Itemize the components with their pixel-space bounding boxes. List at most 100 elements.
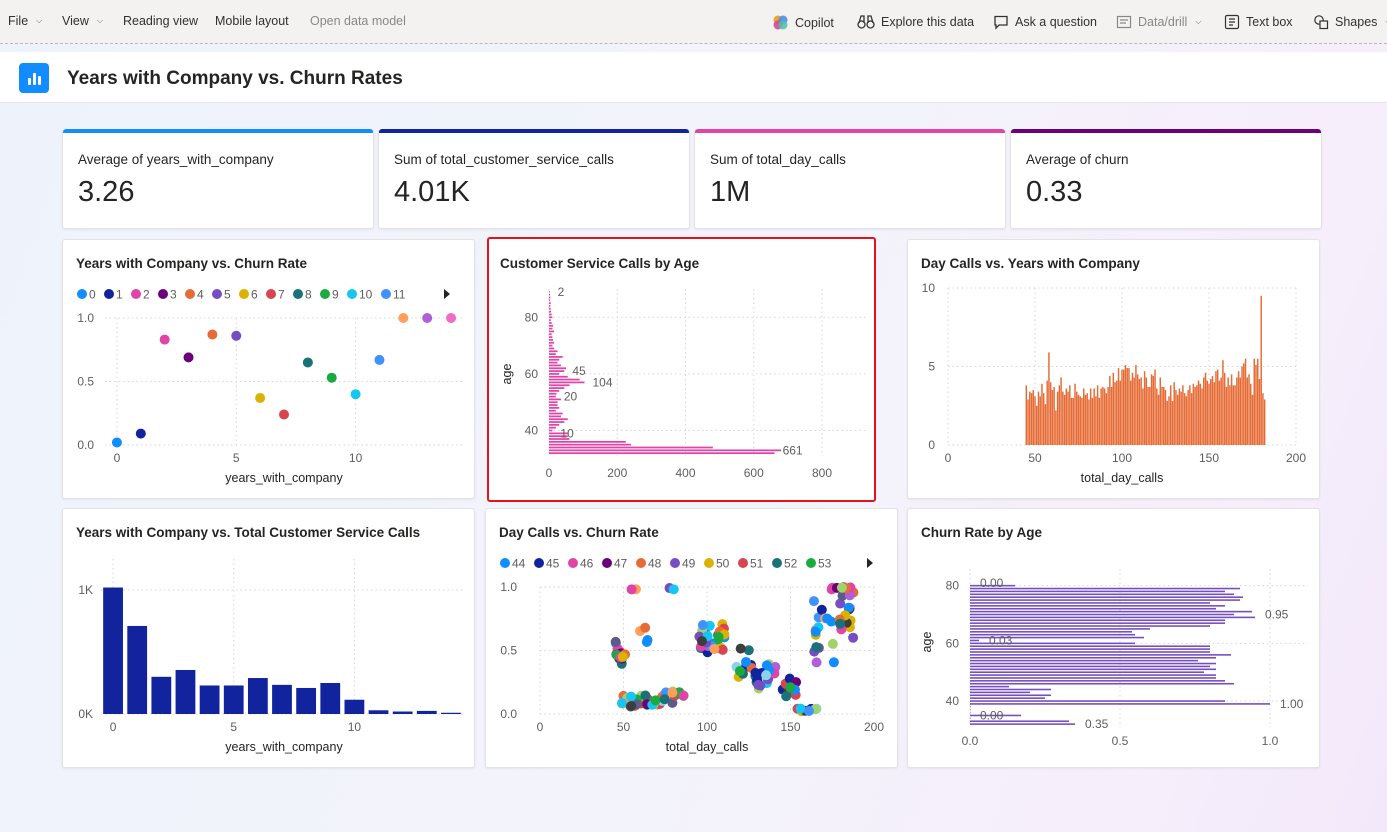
column-chart: 0 50 100 150 200 0 5 10 total_day_calls [922,281,1307,485]
tick-label: 0 [546,466,553,480]
bar [1102,386,1104,445]
bar [970,610,1252,613]
ask-question-button[interactable]: Ask a question [993,14,1097,30]
kpi-card-avg-years[interactable]: Average of years_with_company 3.26 [62,129,374,229]
reading-view-button[interactable]: Reading view [123,14,198,28]
tick-label: 10 [922,281,936,295]
bar [549,415,561,418]
data-point [617,651,628,662]
copilot-button[interactable]: Copilot [772,14,834,31]
bar [1072,397,1075,445]
data-point [828,657,839,668]
chart-years-vs-churn[interactable]: Years with Company vs. Churn Rate 0 1 2 3 4 5… [62,239,475,499]
data-point [135,428,146,439]
bar [1046,380,1048,445]
file-label: File [8,14,29,28]
legend-label: 3 [170,288,177,302]
bar [1256,358,1259,445]
bar [1251,394,1254,445]
bar [1230,374,1233,445]
bar [1166,401,1168,445]
bar [1065,388,1068,445]
bar [1027,399,1029,445]
axis-title: age [500,364,514,385]
shapes-menu[interactable]: Shapes ⌵ [1313,14,1387,30]
kpi-card-sum-day-calls[interactable]: Sum of total_day_calls 1M [694,129,1006,229]
bar-chart-icon [19,63,49,93]
tick-label: 80 [946,579,960,593]
bar [1262,393,1264,445]
explore-data-button[interactable]: Explore this data [857,14,974,30]
data-point [741,656,752,667]
bar [1237,371,1240,445]
bar [1124,364,1127,445]
bar [970,642,1135,645]
legend-label: 0 [89,288,96,302]
axis-title: years_with_company [225,471,343,485]
bar [549,423,560,426]
bar [549,310,552,313]
tick-label: 150 [780,720,800,734]
bar [1039,396,1041,445]
bar [1067,391,1069,445]
tick-label: 10 [349,451,363,465]
data-point [255,393,266,404]
bar [1030,393,1033,445]
data-drill-icon [1116,15,1132,29]
data-drill-menu[interactable]: Data/drill ⌵ [1116,14,1201,30]
legend-label: 48 [648,557,662,571]
view-menu[interactable]: View ⌵ [62,14,103,28]
data-point [822,613,833,624]
bar [1053,386,1055,445]
text-box-button[interactable]: Text box [1224,14,1293,30]
data-point [326,372,337,383]
chart-years-vs-service-calls[interactable]: Years with Company vs. Total Customer Se… [62,508,475,768]
legend-marker [239,289,249,299]
horizontal-bar-chart: 0 200 400 600 800 40 60 80 age 2 45 104 20 10 661 [500,285,867,480]
data-label: 0.35 [1085,717,1109,731]
chevron-down-icon: ⌵ [1195,17,1202,26]
open-data-model-button[interactable]: Open data model [310,14,406,28]
view-label: View [62,14,89,28]
file-menu[interactable]: File ⌵ [8,14,42,28]
text-box-label: Text box [1246,15,1293,29]
mobile-layout-button[interactable]: Mobile layout [215,14,289,28]
tick-label: 100 [697,720,717,734]
bar [1103,388,1106,445]
bar [970,665,1210,668]
data-point [183,352,194,363]
kpi-card-avg-churn[interactable]: Average of churn 0.33 [1010,129,1322,229]
bar [1062,391,1064,445]
chart-service-calls-by-age[interactable]: Customer Service Calls by Age 0 200 400 600… [487,237,876,502]
data-label: 1.00 [1280,697,1304,711]
data-point [837,590,848,601]
reading-view-label: Reading view [123,14,199,28]
copilot-icon [773,15,788,30]
bar [549,381,585,384]
bar [1079,396,1081,445]
bar [1169,385,1172,445]
bar [1044,404,1047,445]
tick-label: 10 [348,720,362,734]
bar [1110,386,1113,445]
bar [1095,396,1097,445]
bar [970,668,1216,671]
bar [1123,369,1125,445]
legend-next-arrow-icon [444,289,450,299]
kpi-card-sum-service-calls[interactable]: Sum of total_customer_service_calls 4.01… [378,129,690,229]
axis-title: total_day_calls [1081,471,1164,485]
chart-churn-by-age[interactable]: Churn Rate by Age 0.0 0.5 1.0 40 60 80 age 0.00… [907,508,1320,768]
kpi-accent-bar [63,129,373,133]
legend-label: 44 [512,557,526,571]
chart-day-calls-vs-years[interactable]: Day Calls vs. Years with Company 0 50 100 1… [907,239,1320,499]
axis-title: total_day_calls [666,740,749,754]
tick-label: 600 [744,466,764,480]
tick-label: 400 [675,466,695,480]
bar [1145,377,1148,445]
bar [1128,368,1130,445]
bar [549,409,556,412]
bar [970,703,1270,705]
chart-day-calls-vs-churn[interactable]: Day Calls vs. Churn Rate 44 45 46 47 48 49 50 5… [485,508,898,768]
bar [970,694,1051,697]
bar [549,452,775,455]
